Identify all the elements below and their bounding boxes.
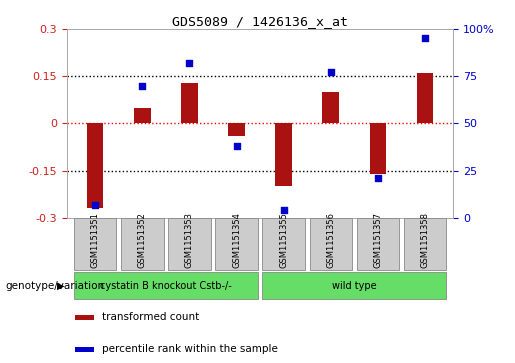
Text: GSM1151354: GSM1151354 [232, 212, 241, 268]
Point [280, 207, 288, 213]
Bar [322, 92, 339, 123]
FancyBboxPatch shape [263, 218, 305, 270]
FancyBboxPatch shape [74, 218, 116, 270]
Text: ▶: ▶ [57, 281, 64, 291]
Point [374, 175, 382, 181]
Bar [370, 123, 386, 174]
FancyBboxPatch shape [356, 218, 399, 270]
Point [327, 70, 335, 76]
Text: cystatin B knockout Cstb-/-: cystatin B knockout Cstb-/- [100, 281, 232, 291]
FancyBboxPatch shape [263, 272, 446, 299]
Bar [75, 347, 94, 352]
Bar [181, 82, 198, 123]
FancyBboxPatch shape [310, 218, 352, 270]
Bar [417, 73, 433, 123]
Bar [276, 123, 292, 186]
FancyBboxPatch shape [74, 272, 258, 299]
Point [232, 143, 241, 149]
FancyBboxPatch shape [168, 218, 211, 270]
Bar [87, 123, 104, 208]
Point [91, 202, 99, 208]
Point [185, 60, 194, 66]
Point [138, 83, 146, 89]
Text: percentile rank within the sample: percentile rank within the sample [102, 344, 278, 354]
Bar [75, 315, 94, 320]
Text: GSM1151351: GSM1151351 [91, 212, 100, 268]
Text: GSM1151353: GSM1151353 [185, 212, 194, 268]
Bar [134, 108, 150, 123]
FancyBboxPatch shape [121, 218, 164, 270]
Point [421, 36, 429, 41]
Bar [228, 123, 245, 136]
Text: GSM1151355: GSM1151355 [279, 212, 288, 268]
FancyBboxPatch shape [404, 218, 446, 270]
Text: GSM1151358: GSM1151358 [420, 212, 430, 268]
Text: GSM1151356: GSM1151356 [326, 212, 335, 268]
Text: genotype/variation: genotype/variation [5, 281, 104, 291]
Title: GDS5089 / 1426136_x_at: GDS5089 / 1426136_x_at [172, 15, 348, 28]
Text: transformed count: transformed count [102, 312, 199, 322]
Text: wild type: wild type [332, 281, 376, 291]
Text: GSM1151352: GSM1151352 [138, 212, 147, 268]
FancyBboxPatch shape [215, 218, 258, 270]
Text: GSM1151357: GSM1151357 [373, 212, 382, 268]
